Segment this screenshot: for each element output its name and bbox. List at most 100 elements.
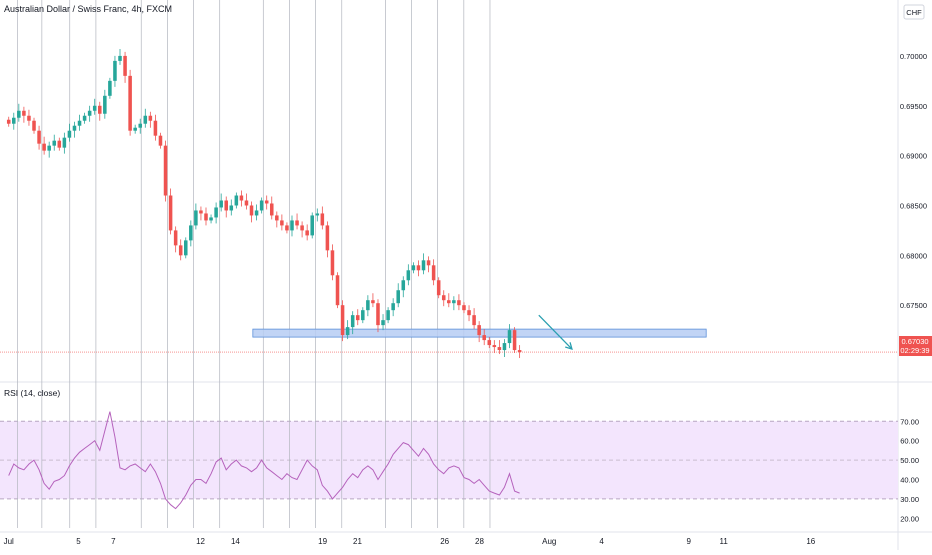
candle-body	[244, 200, 249, 206]
candle	[42, 136, 46, 155]
candle-body	[204, 213, 208, 221]
candle-body	[143, 115, 148, 124]
candle-body	[426, 260, 431, 266]
rsi-tick-label: 70.00	[900, 417, 919, 426]
candle-body	[128, 75, 132, 131]
candle	[72, 121, 77, 138]
candle	[457, 294, 461, 311]
candle	[264, 195, 269, 210]
rsi-tick-label: 60.00	[900, 437, 919, 446]
candle	[229, 199, 234, 216]
candle	[37, 125, 41, 150]
rsi-tick-label: 20.00	[900, 514, 919, 523]
candle-body	[477, 325, 481, 336]
candle	[477, 321, 481, 343]
candle	[194, 203, 198, 230]
candle	[244, 193, 249, 210]
candle-body	[376, 303, 380, 326]
event-lines-layer	[17, 0, 491, 528]
candle	[143, 108, 148, 128]
time-axis-ticks: Jul 5 7 12 14 19 21 26 28 Aug 4 9 11 16	[4, 537, 816, 546]
candle	[487, 337, 492, 349]
candle	[441, 290, 446, 307]
candle-body	[457, 300, 461, 306]
candle-body	[436, 280, 441, 296]
symbol-title[interactable]: Australian Dollar / Swiss Franc, 4h, FXC…	[4, 4, 172, 14]
candle-body	[361, 310, 365, 321]
candle	[376, 299, 380, 333]
candle	[472, 308, 476, 330]
candle-body	[391, 303, 395, 311]
candle-body	[118, 55, 122, 61]
candle-body	[153, 120, 158, 136]
candle-body	[517, 350, 522, 353]
candle	[47, 141, 51, 158]
candle	[371, 293, 375, 308]
candle-body	[82, 115, 87, 121]
trend-arrow-head[interactable]	[565, 342, 573, 351]
candle	[447, 293, 451, 308]
time-tick-label: 26	[440, 537, 449, 546]
candle	[22, 106, 26, 123]
currency-badge-box[interactable]	[903, 4, 925, 20]
price-tick-label: 0.70000	[900, 52, 927, 61]
candle	[178, 239, 183, 261]
candle-body	[285, 225, 289, 231]
candle-body	[441, 295, 446, 301]
candle	[507, 324, 512, 349]
candle	[406, 264, 411, 286]
candle-body	[178, 245, 183, 256]
candle-body	[462, 305, 466, 311]
candle-body	[62, 137, 67, 148]
candle-body	[224, 200, 229, 211]
candle-body	[305, 230, 309, 236]
candle	[108, 77, 112, 99]
candle	[103, 89, 107, 119]
candle-body	[108, 80, 112, 96]
rsi-axis-ticks: 70.00 60.00 50.00 40.00 30.00 20.00	[900, 417, 919, 523]
trend-arrow-layer[interactable]	[538, 314, 573, 351]
candle-body	[507, 330, 512, 344]
price-tick-label: 0.69500	[900, 102, 927, 111]
candle-body	[355, 315, 360, 321]
candle	[123, 51, 127, 83]
price-tick-label: 0.69000	[900, 152, 927, 161]
candle-body	[209, 217, 213, 221]
candle-body	[219, 200, 223, 208]
candle	[199, 206, 203, 221]
candle	[224, 196, 229, 218]
candle	[97, 101, 102, 121]
price-axis-ticks: 0.70000 0.69500 0.69000 0.68500 0.68000 0.675…	[900, 52, 927, 310]
candle	[77, 114, 82, 131]
candle	[17, 103, 21, 122]
candle	[350, 311, 355, 335]
time-tick-label: 19	[318, 537, 327, 546]
candle-body	[239, 195, 244, 201]
candle-body	[32, 120, 36, 131]
candle-body	[350, 315, 355, 328]
candle	[467, 305, 471, 322]
last-price-label	[899, 336, 932, 356]
candle	[512, 327, 517, 354]
currency-badge[interactable]: CHF	[906, 8, 922, 17]
candle-body	[386, 310, 390, 321]
trend-arrow[interactable]	[538, 314, 573, 350]
candle-body	[497, 347, 502, 351]
candle	[92, 98, 97, 115]
candle-body	[371, 300, 375, 304]
candle	[128, 69, 132, 136]
candle	[280, 214, 284, 231]
candle	[401, 276, 406, 298]
candle-body	[229, 205, 234, 211]
time-tick-label: 7	[111, 537, 116, 546]
candle	[285, 222, 289, 234]
candle-body	[123, 55, 127, 76]
rsi-legend[interactable]: RSI (14, close)	[4, 388, 60, 398]
candle	[502, 339, 507, 358]
candle-body	[320, 213, 325, 226]
candle	[295, 213, 299, 230]
candle	[320, 206, 325, 230]
candle-body	[492, 345, 497, 348]
candle-body	[173, 230, 178, 246]
candle	[219, 193, 223, 212]
